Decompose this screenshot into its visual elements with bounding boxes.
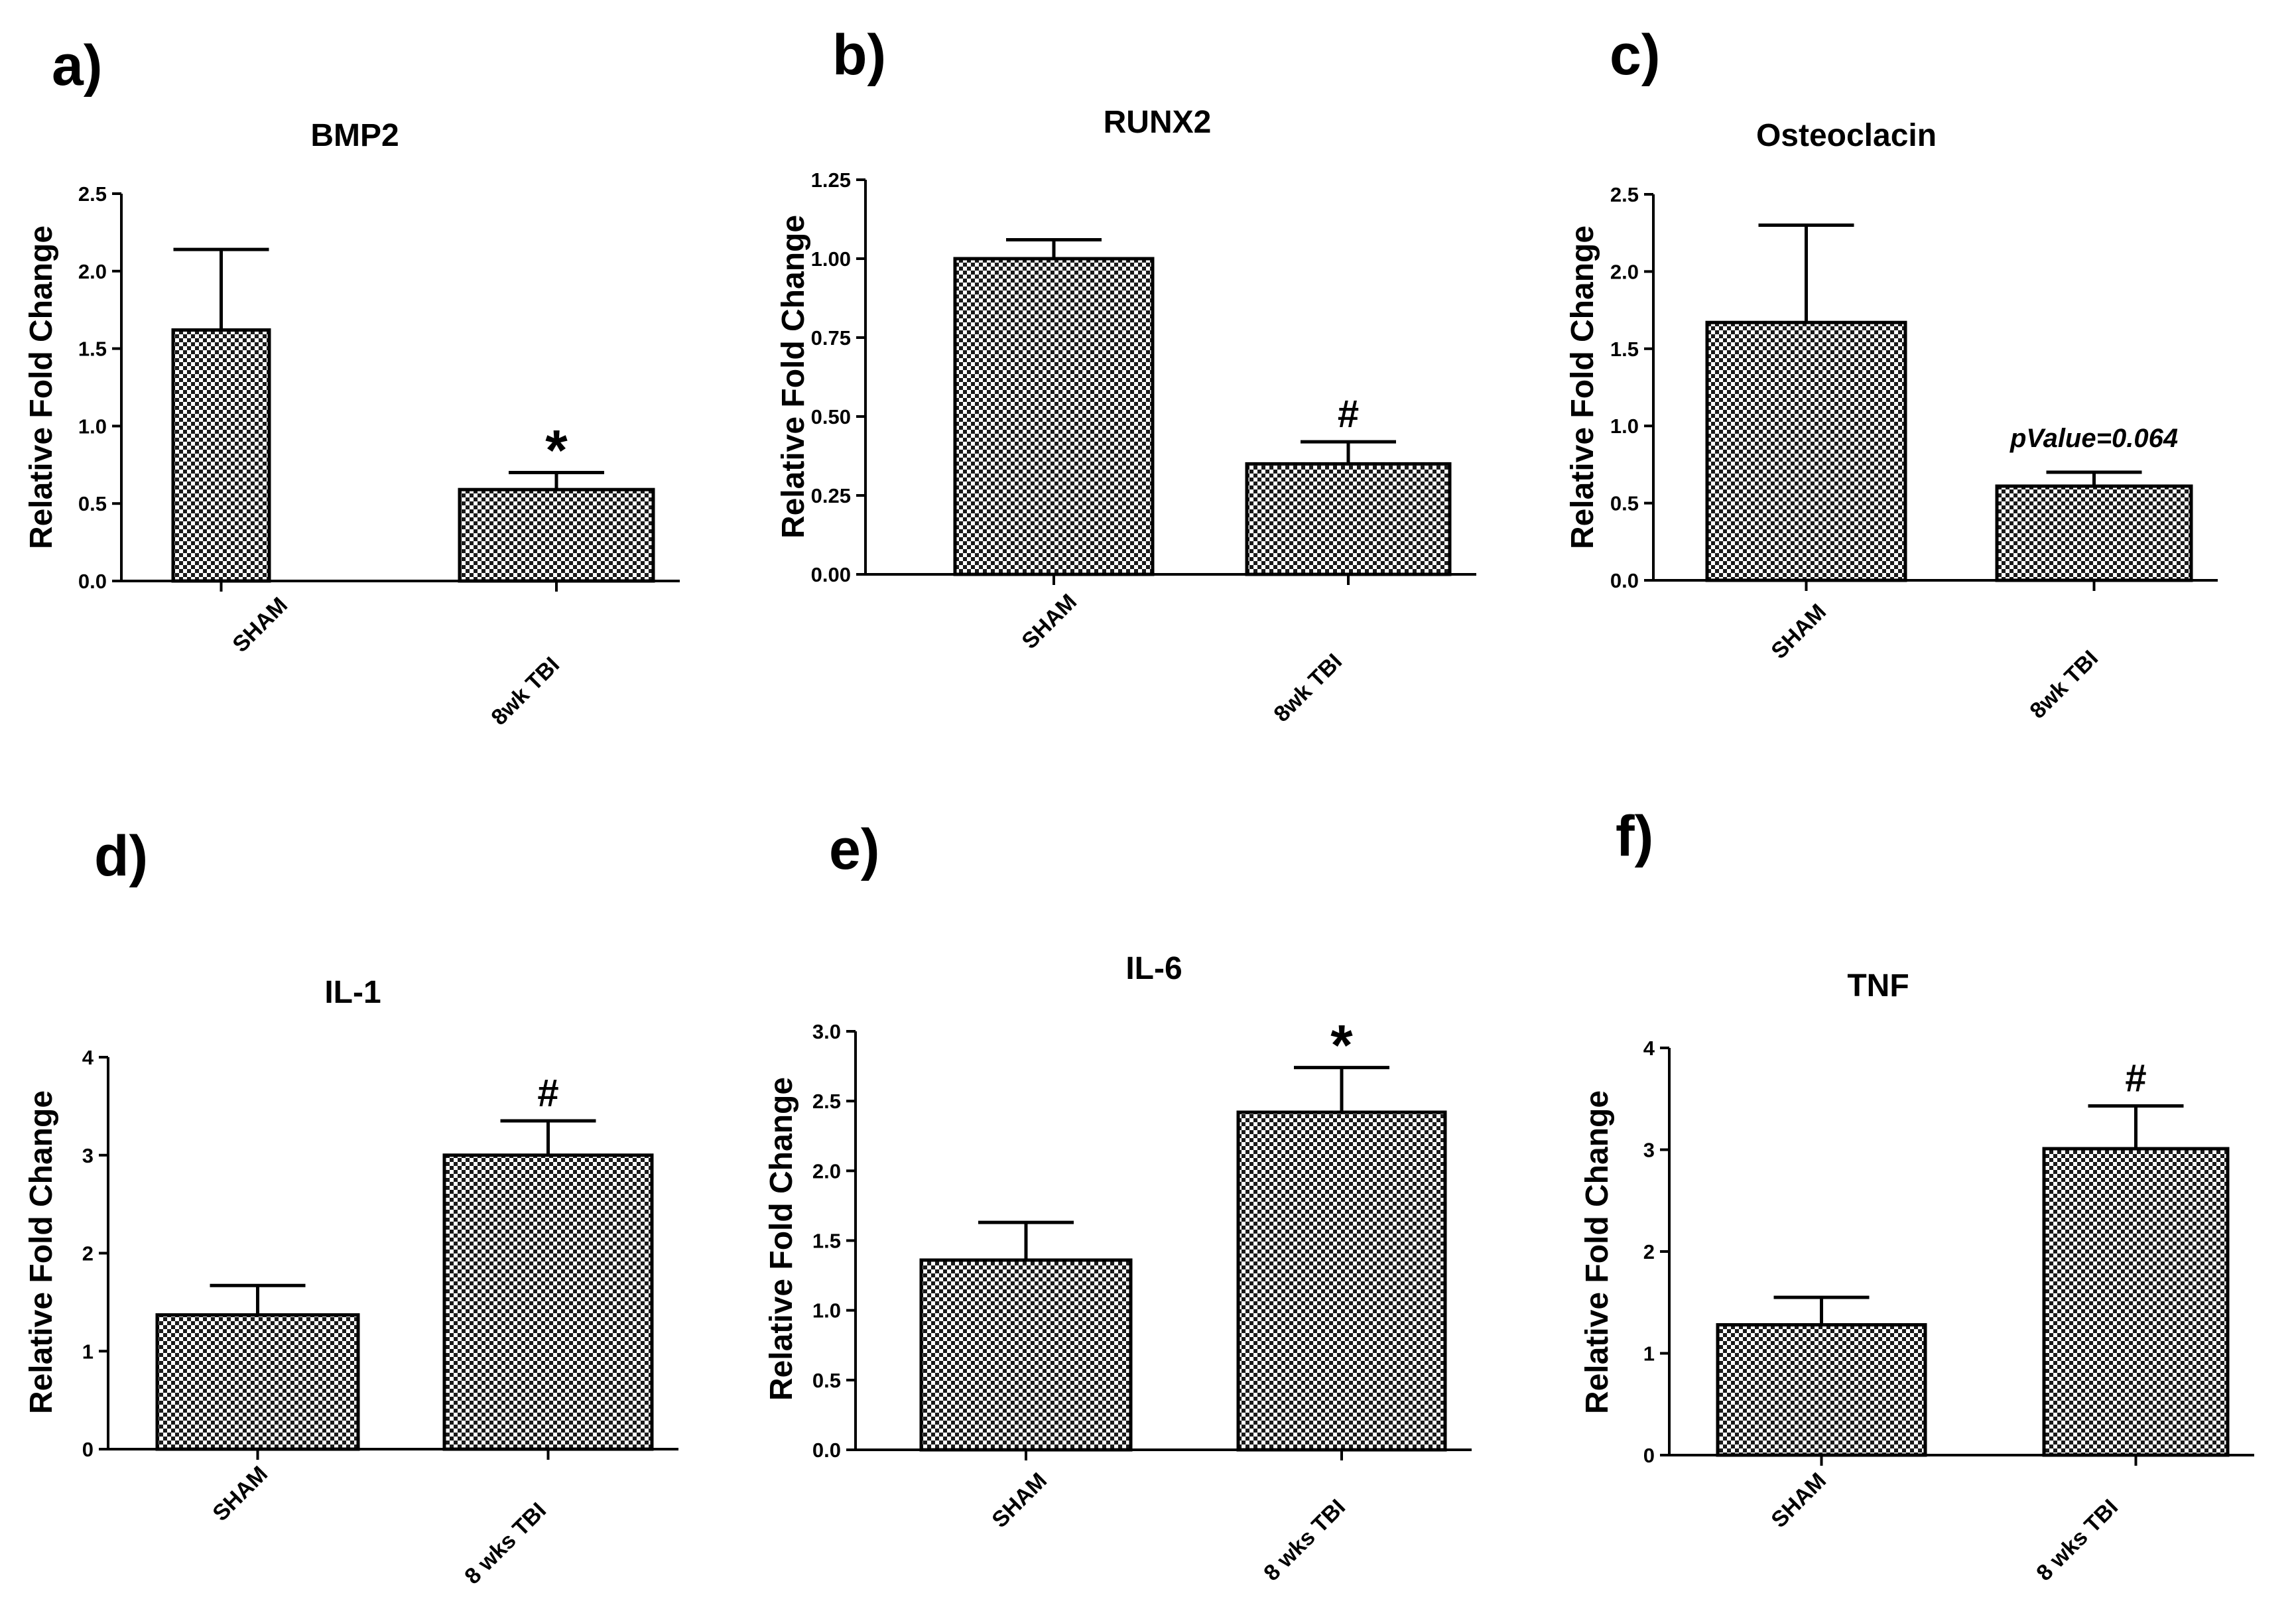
y-tick-label: 1.25 [811, 168, 851, 192]
bar-tbi [458, 487, 655, 583]
y-tick-label: 1.0 [1610, 415, 1639, 438]
bar-sham [953, 257, 1155, 576]
y-tick-label: 2.0 [1610, 260, 1639, 283]
y-tick-label: 0.25 [811, 484, 851, 507]
bar-tbi [1995, 484, 2193, 582]
category-label: 8wk TBI [486, 652, 564, 730]
bar-tbi [442, 1153, 654, 1451]
y-tick-label: 0.0 [1610, 569, 1639, 592]
bar-sham [1716, 1323, 1927, 1457]
significance-annotation: # [537, 1072, 558, 1115]
significance-annotation: * [1330, 1014, 1353, 1078]
y-tick-label: 1.0 [812, 1299, 841, 1322]
y-tick-label: 3 [1643, 1139, 1655, 1162]
bar-sham [171, 328, 271, 583]
y-axis-label: Relative Fold Change [1580, 1090, 1615, 1414]
y-tick-label: 1.5 [78, 338, 107, 361]
panel-letter: d) [94, 824, 148, 888]
y-tick-label: 1.00 [811, 247, 851, 271]
panel-letter: c) [1610, 23, 1660, 87]
y-tick-label: 0.00 [811, 563, 851, 586]
category-label: 8 wks TBI [1259, 1494, 1350, 1586]
panel-letter: a) [52, 34, 102, 97]
y-tick-label: 1.0 [78, 415, 107, 438]
bar-tbi [1245, 462, 1452, 576]
category-label: 8wk TBI [1269, 649, 1347, 727]
y-tick-label: 0.5 [1610, 492, 1639, 515]
panel-b: b) RUNX2 Relative Fold Change 0.00 0.25 0.50 0… [776, 23, 1476, 727]
category-label: 8 wks TBI [460, 1498, 551, 1589]
bar-sham [919, 1258, 1133, 1452]
panel-letter: b) [832, 23, 886, 87]
y-axis-label: Relative Fold Change [24, 1090, 59, 1414]
chart-title: BMP2 [310, 118, 399, 153]
y-tick-label: 0.0 [78, 570, 107, 593]
y-tick-label: 2.5 [78, 182, 107, 206]
significance-annotation: pValue=0.064 [2009, 424, 2178, 453]
y-axis-label: Relative Fold Change [1565, 225, 1600, 549]
panel-letter: f) [1616, 804, 1653, 868]
y-tick-label: 2 [1643, 1240, 1655, 1263]
y-tick-label: 2.0 [78, 260, 107, 283]
y-tick-label: 2 [82, 1242, 94, 1265]
y-tick-label: 1.5 [1610, 338, 1639, 361]
category-label: SHAM [1017, 589, 1082, 654]
category-label: SHAM [987, 1468, 1052, 1533]
y-tick-label: 2.0 [812, 1159, 841, 1183]
category-label: SHAM [1766, 599, 1831, 664]
y-tick-label: 2.5 [1610, 183, 1639, 206]
y-tick-label: 1.5 [812, 1230, 841, 1253]
bar-sham [1705, 320, 1907, 582]
y-tick-label: 4 [82, 1046, 94, 1069]
y-tick-label: 4 [1643, 1037, 1655, 1060]
panel-c: c) Osteoclacin Relative Fold Change 0.0 0.5 1… [1565, 23, 2218, 724]
y-tick-label: 0.50 [811, 405, 851, 428]
chart-title: RUNX2 [1104, 105, 1212, 140]
significance-annotation: # [1338, 393, 1359, 436]
y-tick-label: 0.75 [811, 326, 851, 350]
y-tick-label: 2.5 [812, 1090, 841, 1113]
y-tick-label: 0 [1643, 1444, 1655, 1467]
bar-tbi [2042, 1147, 2230, 1457]
y-tick-label: 0 [82, 1438, 94, 1461]
y-tick-label: 1 [1643, 1342, 1655, 1366]
y-tick-label: 0.0 [812, 1439, 841, 1462]
significance-annotation: # [2125, 1057, 2146, 1100]
y-axis-label: Relative Fold Change [764, 1077, 799, 1401]
panel-f: f) TNF Relative Fold Change 0 1 2 3 4 SHAM 8 wks … [1580, 804, 2254, 1586]
y-axis-label: Relative Fold Change [776, 215, 811, 539]
panel-a: a) BMP2 Relative Fold Change 0.0 0.5 1.0 1.5 2.… [24, 34, 680, 730]
chart-title: IL-6 [1125, 951, 1182, 986]
category-label: SHAM [227, 592, 292, 657]
y-tick-label: 3.0 [812, 1020, 841, 1043]
panel-d: d) IL-1 Relative Fold Change 0 1 2 3 4 SHAM 8 wks… [24, 824, 678, 1589]
y-tick-label: 0.5 [78, 492, 107, 515]
chart-title: IL-1 [324, 975, 381, 1010]
y-tick-label: 0.5 [812, 1369, 841, 1392]
bar-sham [155, 1313, 360, 1451]
chart-title: Osteoclacin [1756, 118, 1937, 153]
panel-letter: e) [829, 818, 879, 881]
category-label: 8 wks TBI [2031, 1494, 2123, 1586]
category-label: 8wk TBI [2025, 645, 2103, 724]
category-label: SHAM [1766, 1468, 1831, 1533]
y-tick-label: 1 [82, 1340, 94, 1363]
y-axis-label: Relative Fold Change [24, 225, 59, 549]
chart-title: TNF [1847, 968, 1909, 1003]
y-tick-label: 3 [82, 1144, 94, 1167]
category-label: SHAM [208, 1461, 273, 1526]
panel-e: e) IL-6 Relative Fold Change 0.0 0.5 1.0 1.5 2.… [764, 818, 1472, 1586]
bar-tbi [1236, 1110, 1447, 1452]
significance-annotation: * [545, 418, 568, 482]
